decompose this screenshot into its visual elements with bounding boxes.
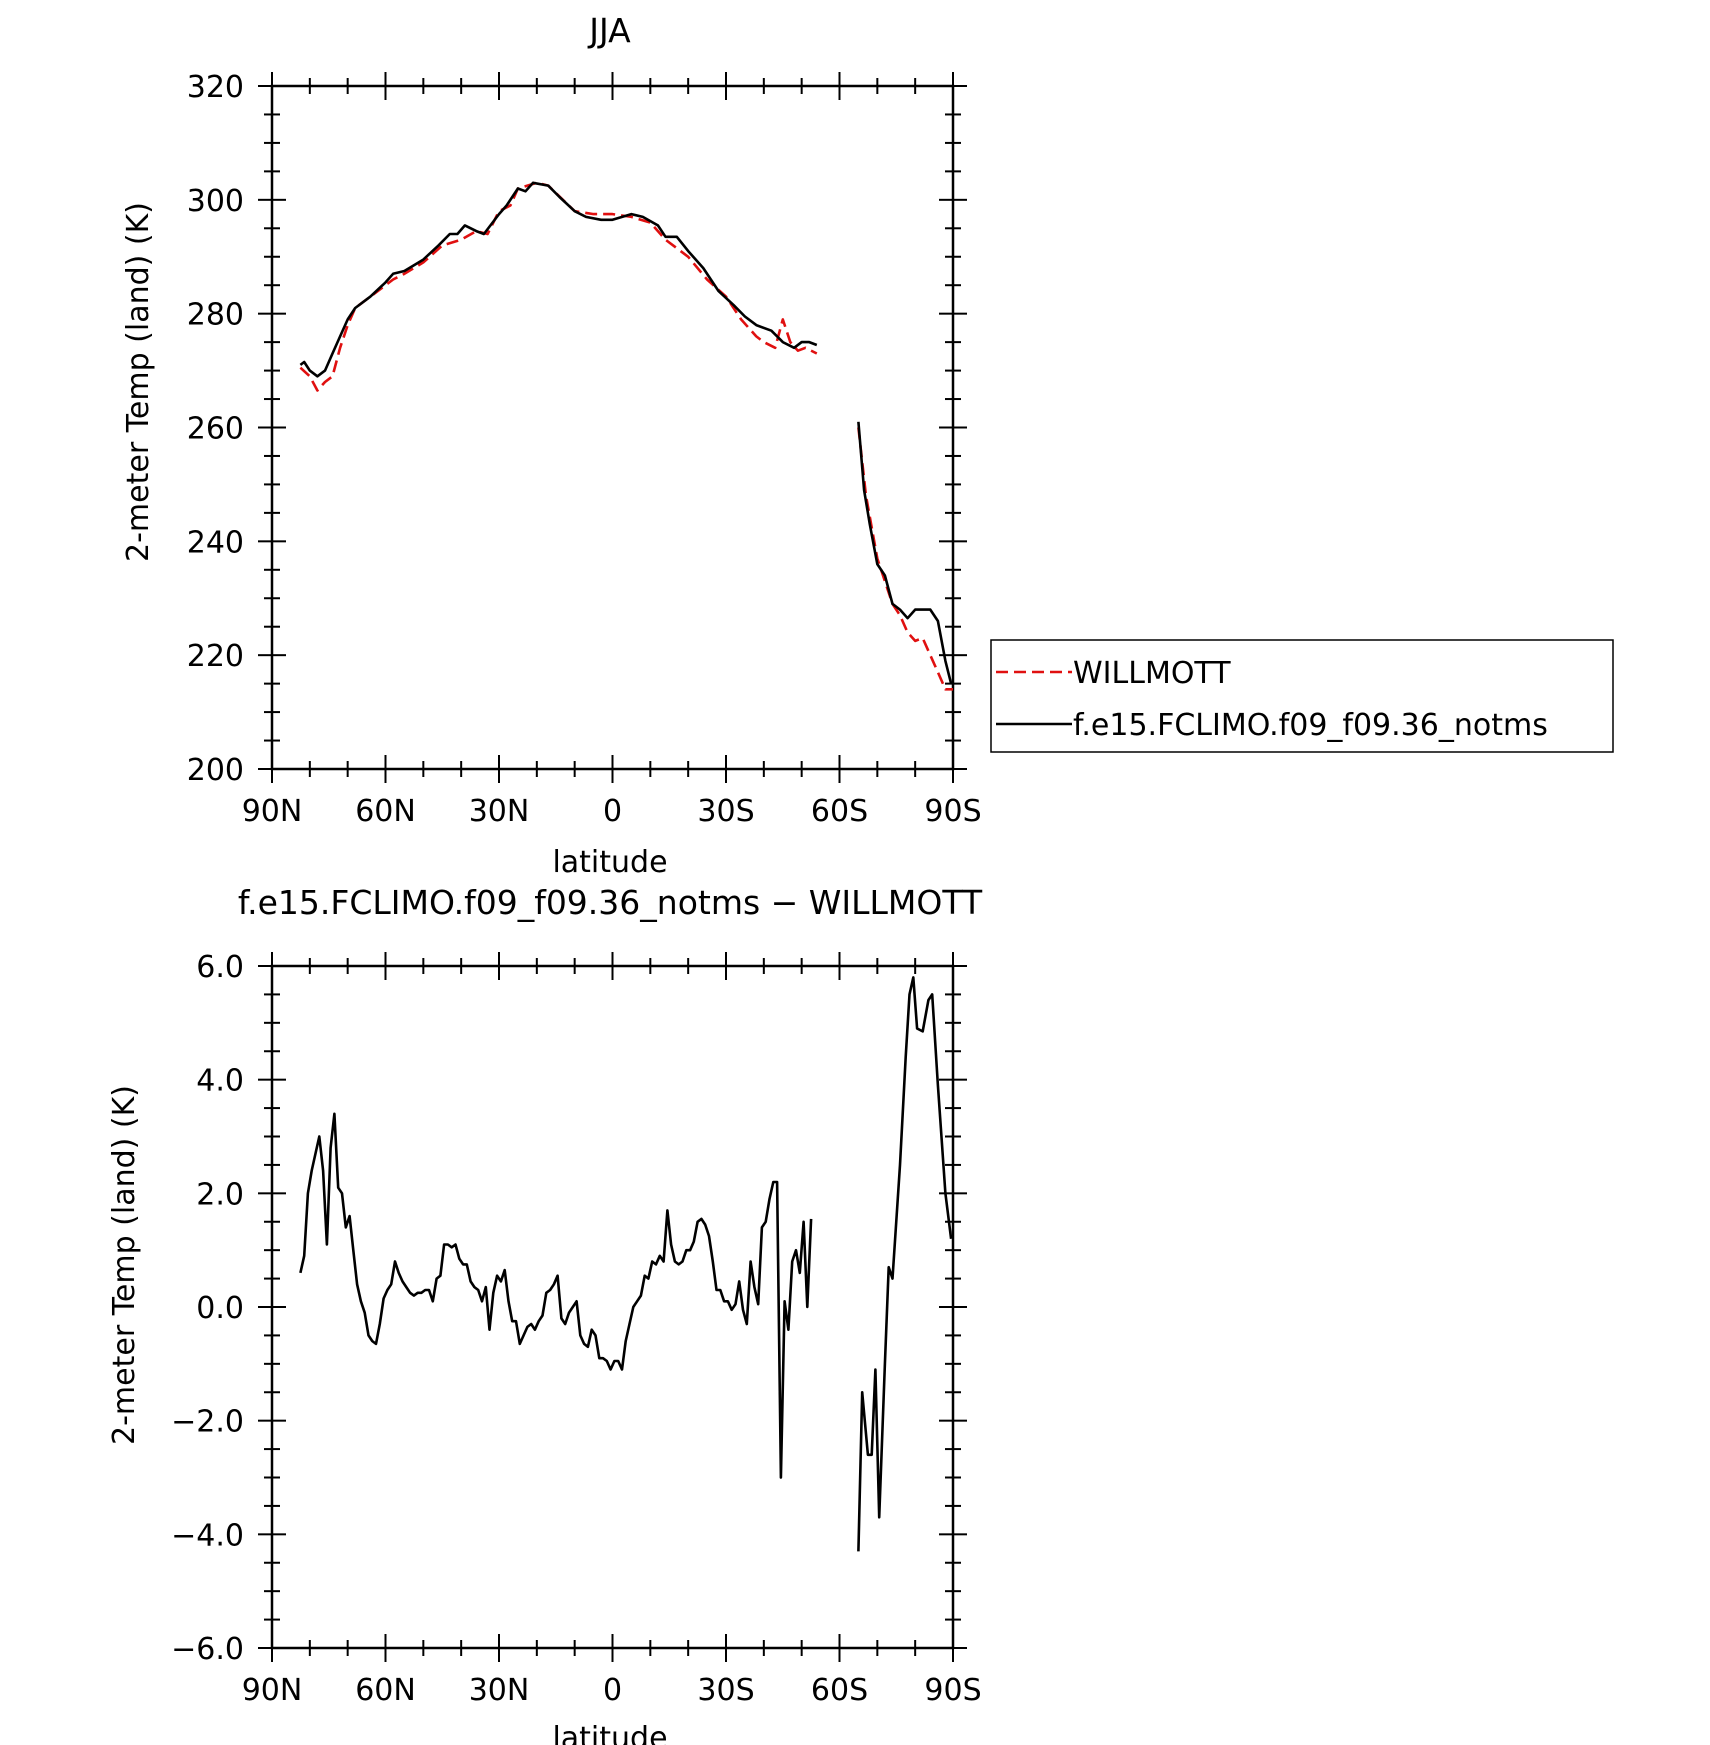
plot-area-bottom: 90N 60N 30N 0 30S 60S 90S −6.0 −4.0 −2.0 0.0 2.0 4.0… [171,950,981,1708]
x-axis-label-top: latitude [552,845,667,880]
x-tick-label-top: 60N [355,794,416,829]
legend-label-model: f.e15.FCLIMO.f09_f09.36_notms [1073,708,1548,743]
series-line-bottom-0-1 [857,976,953,1552]
legend-label-willmott: WILLMOTT [1073,656,1231,691]
x-tick-label-top: 30N [469,794,530,829]
legend: WILLMOTT f.e15.FCLIMO.f09_f09.36_notms [990,639,1614,753]
x-axis-label-bottom: latitude [552,1721,667,1745]
y-axis-label-top: 2-meter Temp (land) (K) [121,202,156,562]
x-tick-label-top: 90N [242,794,303,829]
y-tick-label-bottom: 0.0 [196,1291,244,1326]
x-tick-label-bottom: 60S [811,1673,868,1708]
plot-frame-bottom [270,964,955,1650]
y-tick-label-top: 260 [187,412,244,447]
x-tick-label-bottom: 90S [924,1673,981,1708]
x-tick-label-top: 60S [811,794,868,829]
y-tick-label-bottom: −2.0 [171,1405,244,1440]
y-tick-label-top: 200 [187,753,244,788]
y-tick-label-top: 220 [187,639,244,674]
x-tick-label-bottom: 90N [242,1673,303,1708]
y-tick-label-bottom: −6.0 [171,1632,244,1667]
legend-box [990,639,1614,753]
series-line-top-1-1 [857,421,953,684]
y-tick-label-top: 320 [187,70,244,105]
x-tick-label-bottom: 60N [355,1673,416,1708]
chart-title-bottom: f.e15.FCLIMO.f09_f09.36_notms − WILLMOTT [238,883,983,922]
y-tick-label-bottom: −4.0 [171,1518,244,1553]
x-tick-label-bottom: 30S [697,1673,754,1708]
y-tick-label-top: 300 [187,184,244,219]
x-tick-label-top: 90S [924,794,981,829]
series-line-top-0-0 [299,181,818,392]
x-tick-label-bottom: 0 [603,1673,622,1708]
y-tick-label-top: 280 [187,298,244,333]
y-tick-label-bottom: 2.0 [196,1177,244,1212]
x-tick-label-bottom: 30N [469,1673,530,1708]
series-line-top-0-1 [857,427,953,691]
y-tick-label-top: 240 [187,525,244,560]
plot-area-top: 90N 60N 30N 0 30S 60S 90S 200 220 240 260 280 300 320 [187,70,982,829]
series-line-top-1-0 [299,181,818,378]
x-tick-label-top: 30S [697,794,754,829]
series-line-bottom-0-0 [299,1112,813,1479]
y-axis-label-bottom: 2-meter Temp (land) (K) [107,1085,142,1445]
plot-frame-top [270,84,955,771]
y-tick-label-bottom: 6.0 [196,950,244,985]
x-tick-label-top: 0 [603,794,622,829]
y-tick-label-bottom: 4.0 [196,1064,244,1099]
chart-title-top: JJA [587,11,631,50]
